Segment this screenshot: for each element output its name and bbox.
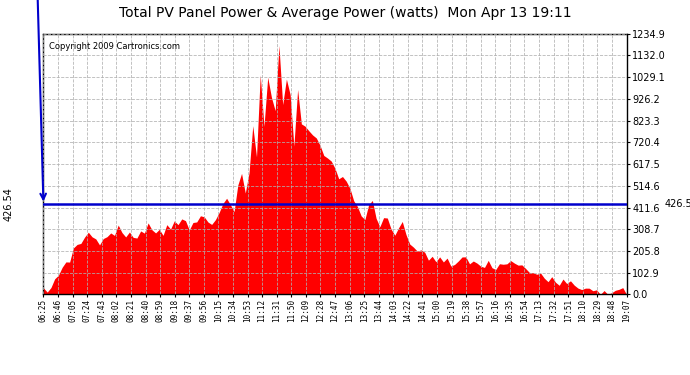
Text: Total PV Panel Power & Average Power (watts)  Mon Apr 13 19:11: Total PV Panel Power & Average Power (wa… xyxy=(119,6,571,20)
Text: 426.54: 426.54 xyxy=(3,188,13,221)
Text: 426.54: 426.54 xyxy=(664,200,690,209)
Text: Copyright 2009 Cartronics.com: Copyright 2009 Cartronics.com xyxy=(49,42,180,51)
